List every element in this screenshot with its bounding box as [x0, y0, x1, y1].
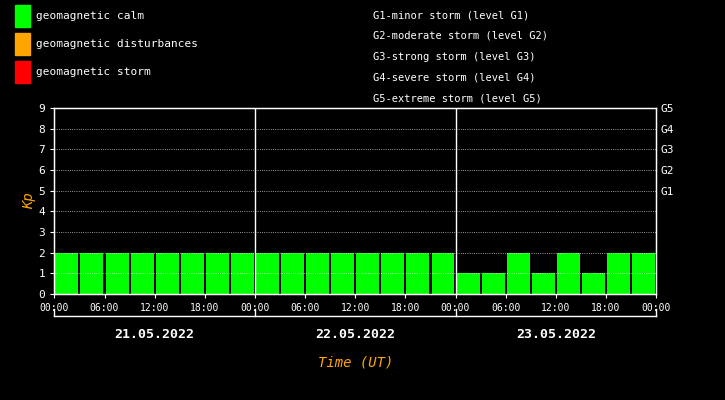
Bar [532, 273, 555, 294]
Bar [607, 253, 630, 294]
Bar [231, 253, 254, 294]
Text: G1-minor storm (level G1): G1-minor storm (level G1) [373, 10, 530, 20]
Bar [557, 253, 580, 294]
Bar [582, 273, 605, 294]
Text: 22.05.2022: 22.05.2022 [315, 328, 395, 341]
Text: 21.05.2022: 21.05.2022 [115, 328, 195, 341]
Bar [130, 253, 154, 294]
Bar [507, 253, 530, 294]
Bar [181, 253, 204, 294]
Bar [457, 273, 479, 294]
Bar [407, 253, 429, 294]
Bar [331, 253, 355, 294]
Text: geomagnetic storm: geomagnetic storm [36, 67, 151, 77]
Text: Time (UT): Time (UT) [318, 356, 393, 370]
Text: geomagnetic disturbances: geomagnetic disturbances [36, 39, 198, 49]
Text: G5-extreme storm (level G5): G5-extreme storm (level G5) [373, 93, 542, 103]
Text: 23.05.2022: 23.05.2022 [515, 328, 596, 341]
Bar [256, 253, 279, 294]
Bar [106, 253, 128, 294]
Bar [306, 253, 329, 294]
Bar [80, 253, 104, 294]
Bar [206, 253, 229, 294]
Bar [381, 253, 405, 294]
Text: G4-severe storm (level G4): G4-severe storm (level G4) [373, 72, 536, 82]
Bar [632, 253, 655, 294]
Text: G3-strong storm (level G3): G3-strong storm (level G3) [373, 52, 536, 62]
Text: geomagnetic calm: geomagnetic calm [36, 11, 144, 21]
Bar [281, 253, 304, 294]
Bar [356, 253, 379, 294]
Bar [156, 253, 178, 294]
Text: G2-moderate storm (level G2): G2-moderate storm (level G2) [373, 31, 548, 41]
Y-axis label: Kp: Kp [22, 193, 36, 209]
Bar [55, 253, 78, 294]
Bar [431, 253, 455, 294]
Bar [481, 273, 505, 294]
